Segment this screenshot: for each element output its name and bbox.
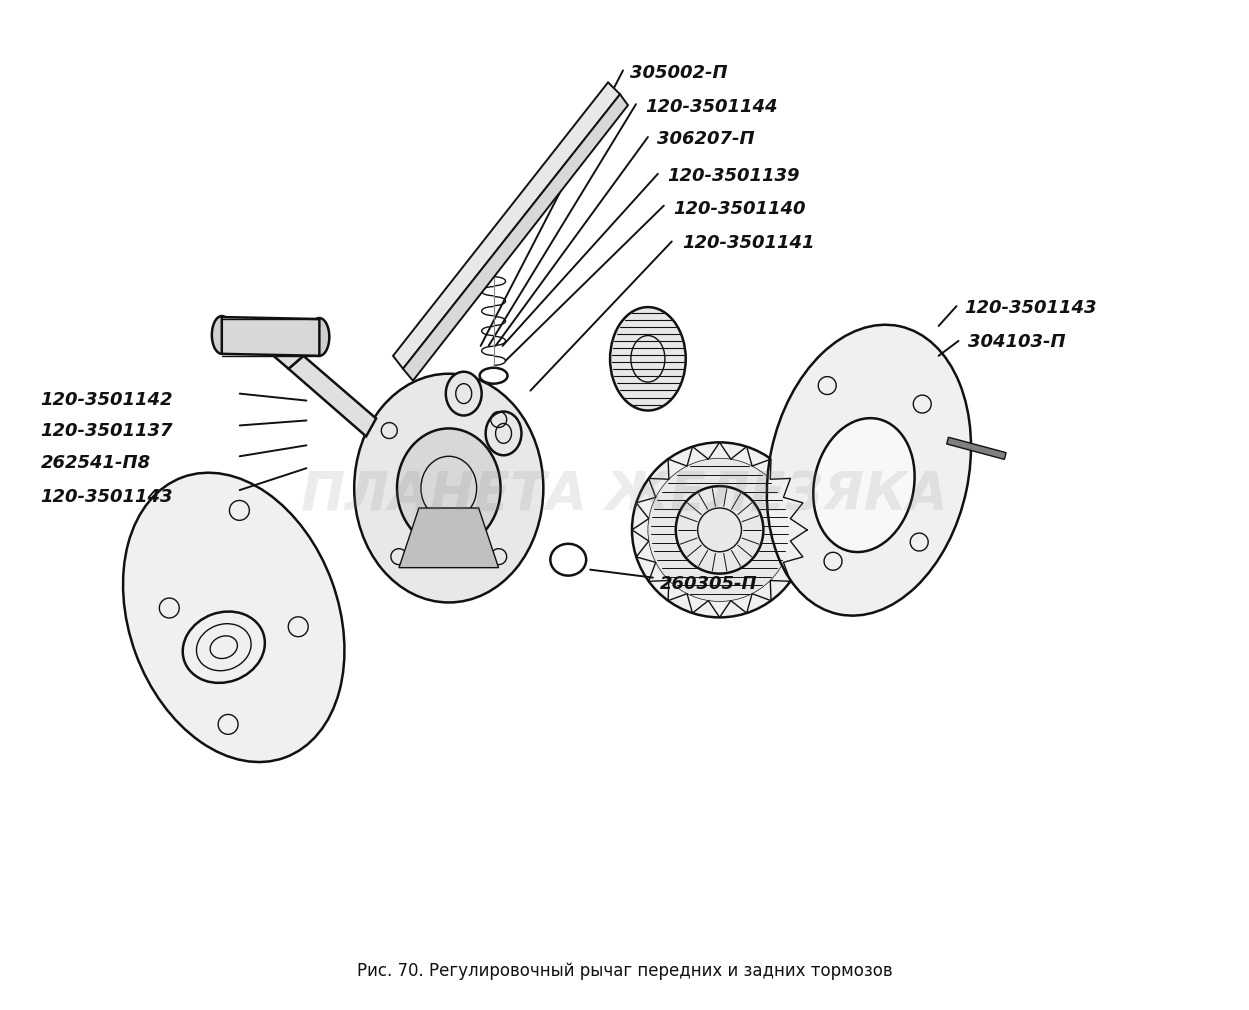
Text: 304103-П: 304103-П [968, 333, 1067, 350]
Ellipse shape [648, 459, 792, 602]
Text: 120-3501144: 120-3501144 [644, 98, 777, 116]
Text: Рис. 70. Регулировочный рычаг передних и задних тормозов: Рис. 70. Регулировочный рычаг передних и… [357, 962, 892, 980]
Text: 120-3501142: 120-3501142 [41, 391, 174, 409]
Polygon shape [398, 508, 498, 568]
Ellipse shape [486, 411, 522, 456]
Ellipse shape [212, 316, 232, 354]
Text: 120-3501140: 120-3501140 [673, 200, 806, 218]
Ellipse shape [551, 543, 586, 576]
Ellipse shape [355, 374, 543, 602]
Text: 120-3501143: 120-3501143 [964, 299, 1097, 317]
Text: 305002-П: 305002-П [629, 65, 728, 83]
Polygon shape [260, 331, 304, 369]
Text: 262541-П8: 262541-П8 [41, 454, 151, 473]
Ellipse shape [446, 372, 482, 415]
Ellipse shape [632, 442, 807, 617]
Text: 260305-П: 260305-П [659, 575, 757, 593]
Ellipse shape [480, 368, 507, 384]
Polygon shape [393, 83, 620, 369]
Text: 120-3501143: 120-3501143 [41, 488, 174, 506]
Ellipse shape [397, 428, 501, 547]
Polygon shape [222, 317, 320, 356]
Polygon shape [947, 437, 1007, 460]
Text: 306207-П: 306207-П [657, 130, 754, 148]
Ellipse shape [310, 318, 330, 356]
Ellipse shape [610, 307, 686, 410]
Text: 120-3501141: 120-3501141 [682, 233, 814, 251]
Text: 120-3501137: 120-3501137 [41, 422, 174, 440]
Text: ПЛАНЕТА ЖЕЛЕЗЯКА: ПЛАНЕТА ЖЕЛЕЗЯКА [301, 469, 948, 521]
Ellipse shape [767, 325, 970, 616]
Ellipse shape [124, 473, 345, 762]
Polygon shape [289, 356, 376, 436]
Ellipse shape [182, 611, 265, 683]
Polygon shape [403, 94, 628, 381]
Ellipse shape [813, 418, 914, 552]
Text: 120-3501139: 120-3501139 [667, 167, 799, 185]
